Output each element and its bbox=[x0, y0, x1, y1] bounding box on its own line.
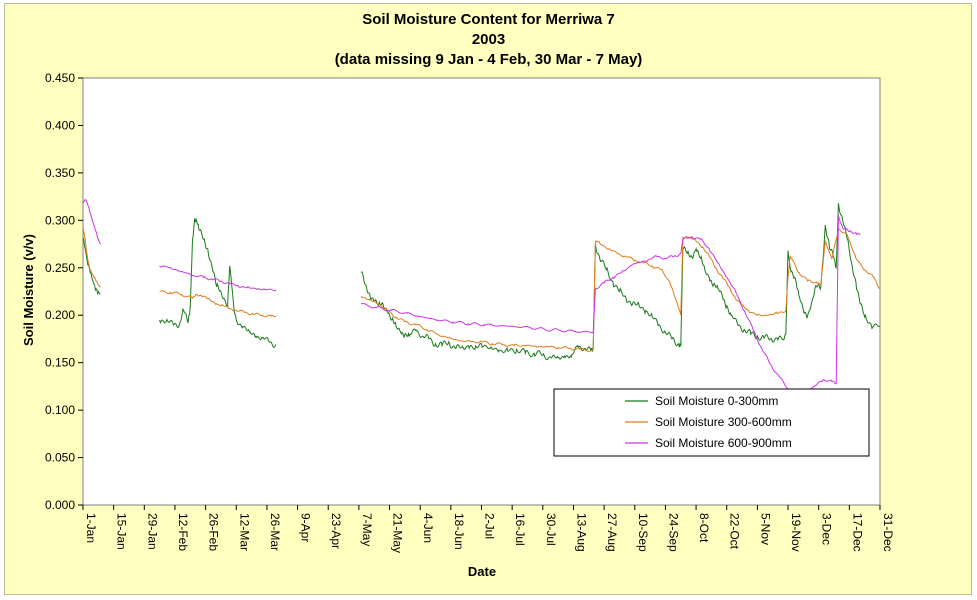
series-line bbox=[592, 215, 861, 394]
x-tick-label: 13-Aug bbox=[574, 513, 588, 552]
x-tick-label: 12-Feb bbox=[176, 513, 190, 551]
x-tick-label: 2-Jul bbox=[483, 513, 497, 539]
x-tick-label: 17-Dec bbox=[850, 513, 864, 552]
x-tick-label: 22-Oct bbox=[728, 513, 742, 550]
series-line bbox=[360, 303, 594, 334]
x-tick-label: 3-Dec bbox=[820, 513, 834, 545]
x-axis: 1-Jan 15-Jan 29-Jan 12-Feb 26-Feb 12-Mar 26-Ma… bbox=[82, 505, 895, 553]
y-tick-label: 0.150 bbox=[45, 356, 75, 370]
x-tick-label: 19-Nov bbox=[789, 513, 803, 552]
series-line bbox=[159, 290, 277, 318]
series-line bbox=[82, 226, 101, 288]
series-line bbox=[360, 271, 594, 361]
x-tick-label: 26-Mar bbox=[268, 513, 282, 551]
x-tick-label: 26-Feb bbox=[207, 513, 221, 551]
chart-note: (data missing 9 Jan - 4 Feb, 30 Mar - 7 … bbox=[334, 51, 643, 68]
x-tick-label: 1-Jan bbox=[84, 513, 98, 543]
series-line bbox=[159, 265, 277, 292]
y-axis-title: Soil Moisture (v/v) bbox=[21, 234, 36, 346]
y-tick-label: 0.450 bbox=[45, 71, 75, 85]
x-tick-label: 24-Sep bbox=[666, 513, 680, 552]
y-tick-label: 0.050 bbox=[45, 451, 75, 465]
legend-label: Soil Moisture 0-300mm bbox=[655, 394, 778, 408]
series-line bbox=[159, 217, 277, 348]
y-tick-label: 0.300 bbox=[45, 213, 75, 227]
y-tick-label: 0.250 bbox=[45, 261, 75, 275]
y-tick-label: 0.000 bbox=[45, 498, 75, 512]
x-axis-title: Date bbox=[468, 564, 496, 579]
y-axis: 0.000 0.050 0.100 0.150 0.200 0.250 0.300 0.350… bbox=[45, 71, 83, 512]
series-line bbox=[82, 237, 101, 296]
y-tick-label: 0.100 bbox=[45, 403, 75, 417]
series-line bbox=[592, 203, 881, 349]
x-tick-label: 18-Jun bbox=[452, 513, 466, 550]
x-tick-label: 29-Jan bbox=[145, 513, 159, 550]
x-tick-label: 10-Sep bbox=[636, 513, 650, 552]
legend-label: Soil Moisture 300-600mm bbox=[655, 415, 792, 429]
y-tick-label: 0.200 bbox=[45, 308, 75, 322]
x-tick-label: 15-Jan bbox=[115, 513, 129, 550]
legend-box bbox=[553, 388, 870, 457]
x-tick-label: 12-Mar bbox=[237, 513, 251, 551]
legend: Soil Moisture 0-300mm Soil Moisture 300-6… bbox=[553, 388, 870, 457]
legend-label: Soil Moisture 600-900mm bbox=[655, 436, 792, 450]
x-tick-label: 8-Oct bbox=[697, 513, 711, 543]
series-layer bbox=[82, 198, 881, 394]
x-tick-label: 23-Apr bbox=[329, 513, 343, 549]
x-tick-label: 16-Jul bbox=[513, 513, 527, 546]
x-tick-label: 27-Aug bbox=[605, 513, 619, 552]
y-tick-label: 0.400 bbox=[45, 118, 75, 132]
x-tick-label: 9-Apr bbox=[299, 513, 313, 542]
x-tick-label: 21-May bbox=[391, 513, 405, 553]
x-tick-label: 5-Nov bbox=[758, 513, 772, 545]
series-line bbox=[82, 198, 101, 245]
x-tick-label: 31-Dec bbox=[881, 513, 895, 552]
x-tick-label: 7-May bbox=[360, 513, 374, 546]
chart-title: Soil Moisture Content for Merriwa 7 bbox=[362, 11, 615, 28]
x-tick-label: 30-Jul bbox=[544, 513, 558, 546]
x-tick-label: 4-Jun bbox=[421, 513, 435, 543]
y-tick-label: 0.350 bbox=[45, 166, 75, 180]
chart-subtitle: 2003 bbox=[471, 31, 506, 48]
series-line bbox=[360, 295, 594, 352]
